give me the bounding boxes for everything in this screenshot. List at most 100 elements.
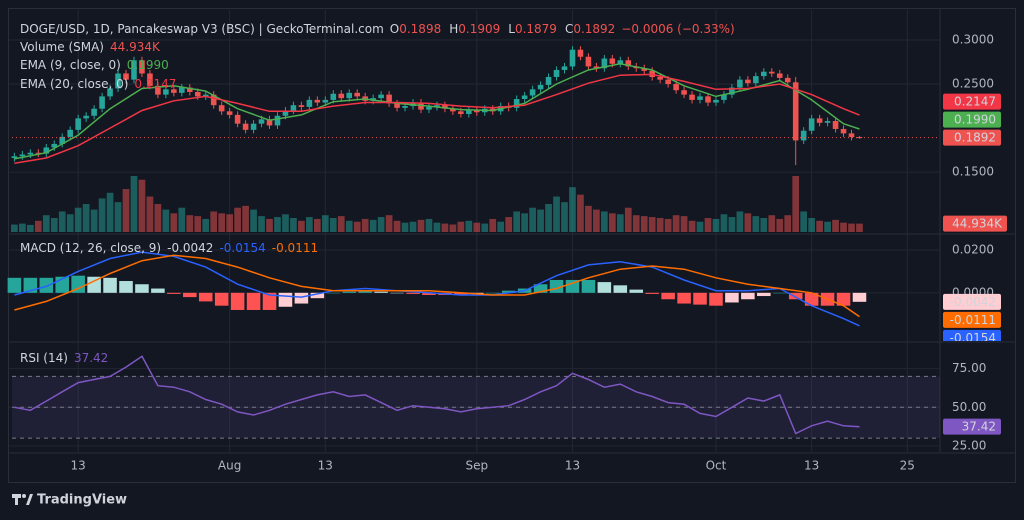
volume-bar	[393, 220, 401, 232]
volume-bar	[369, 219, 377, 232]
candle-body	[346, 92, 353, 99]
volume-bar	[497, 221, 505, 232]
histogram-bar	[278, 292, 293, 307]
volume-bar	[736, 211, 744, 232]
candle-body	[840, 128, 847, 134]
candle-body	[131, 60, 137, 80]
candle-body	[617, 60, 624, 64]
volume-bar	[720, 214, 728, 232]
legend-value: 37.42	[74, 351, 108, 365]
volume-bar	[66, 214, 74, 232]
macd-line	[14, 254, 860, 318]
histogram-bar	[7, 277, 22, 293]
candle-body	[816, 118, 823, 123]
price-tag-label: -0.0111	[950, 313, 996, 327]
volume-bar	[760, 218, 768, 232]
legend-value: 0.1990	[127, 58, 169, 72]
volume-bar	[146, 196, 154, 232]
candle-body	[665, 79, 671, 85]
volume-bar	[616, 214, 624, 232]
histogram-bar	[501, 290, 516, 293]
volume-bar	[425, 218, 433, 232]
price-tag-label: 37.42	[962, 420, 996, 434]
volume-bar	[816, 220, 823, 232]
candle-body	[123, 73, 129, 80]
price-tag	[943, 293, 1001, 310]
price-tag-label: -0.0154	[950, 331, 996, 345]
header: DOGE/USD, 1D, Pancakeswap V3 (BSC) | Gec…	[20, 22, 735, 36]
histogram-bar	[533, 284, 548, 293]
histogram-bar	[709, 292, 723, 306]
volume-bar	[696, 221, 704, 232]
volume-bar	[664, 218, 672, 232]
candle-body	[474, 110, 480, 113]
candle-body	[705, 96, 711, 103]
candle-body	[521, 95, 528, 100]
histogram-bar	[39, 277, 54, 293]
candle-body	[625, 60, 632, 67]
ohlc-prefix: C	[565, 22, 573, 36]
volume-bar	[138, 179, 146, 232]
volume-bar	[298, 220, 305, 232]
logo-part	[26, 494, 33, 505]
legend-value: -0.0042	[167, 241, 213, 255]
volume-bar	[824, 221, 831, 232]
candle-body	[848, 133, 855, 138]
price-tag	[943, 418, 1001, 435]
volume-bar	[50, 218, 58, 232]
volume-bar	[106, 192, 114, 232]
volume-bar	[353, 221, 361, 232]
price-tag-label: 0.1892	[954, 131, 996, 145]
candle-body	[210, 94, 217, 106]
legend-name: RSI (14)	[20, 351, 68, 365]
candle-body	[354, 92, 360, 97]
volume-bar	[82, 204, 90, 232]
price-tag	[943, 111, 1001, 128]
candle-body	[729, 87, 735, 95]
candle-body	[298, 105, 305, 107]
candle-body	[330, 93, 337, 100]
candle-body	[577, 49, 584, 57]
histogram-bar	[645, 292, 659, 294]
candle-body	[338, 93, 345, 99]
histogram-bar	[87, 276, 101, 293]
volume-bar	[688, 220, 696, 232]
candle-body	[386, 94, 392, 104]
ohlc-prefix: H	[449, 22, 458, 36]
candle-body	[745, 79, 751, 84]
histogram-bar	[629, 289, 644, 293]
candle-body	[394, 103, 400, 108]
volume-bar	[321, 215, 329, 232]
volume-bar	[210, 211, 218, 232]
candle-body	[673, 84, 679, 91]
candle-body	[753, 76, 759, 84]
y-tick-label: 25.00	[952, 438, 986, 452]
volume-bar	[776, 218, 784, 232]
volume-bar	[401, 222, 409, 232]
candle-body	[800, 130, 807, 141]
volume-bar	[856, 223, 863, 232]
histogram-bar	[390, 292, 404, 294]
title: DOGE/USD, 1D, Pancakeswap V3 (BSC) | Gec…	[20, 22, 384, 36]
histogram-bar	[406, 292, 420, 294]
candle-body	[35, 152, 42, 154]
ohlc-value: 0.1909	[458, 22, 500, 36]
histogram-bar	[788, 292, 803, 300]
histogram-bar	[597, 282, 612, 293]
candle-body	[442, 105, 448, 109]
candle-body	[402, 106, 408, 108]
ohlc-value: 0.1892	[573, 22, 615, 36]
histogram-bar	[358, 290, 372, 293]
histogram-bar	[485, 292, 500, 294]
brand: TradingView	[37, 493, 127, 508]
volume-bar	[585, 205, 592, 232]
volume-bar	[274, 217, 281, 232]
histogram-bar	[198, 292, 213, 302]
candle-body	[513, 99, 520, 108]
legend-value: -0.0111	[272, 241, 318, 255]
legend-name: Volume (SMA)	[20, 40, 104, 54]
volume-bar	[577, 194, 584, 232]
candle-body	[107, 88, 113, 97]
histogram-bar	[246, 292, 261, 310]
volume-bar	[832, 219, 839, 232]
